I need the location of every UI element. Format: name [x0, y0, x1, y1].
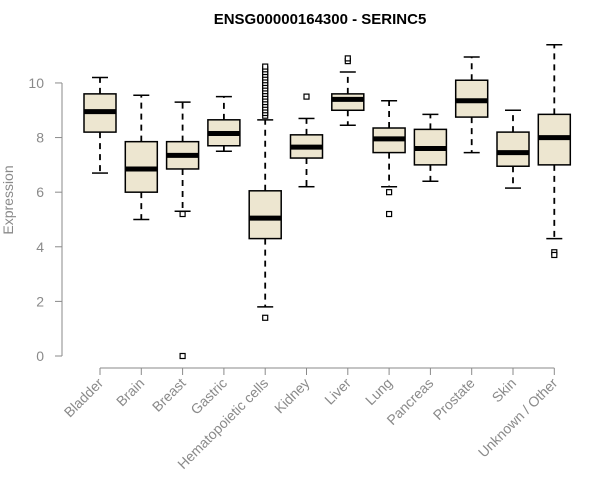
box-group: [537, 43, 572, 259]
y-tick-label: 10: [28, 75, 44, 91]
x-tick-label: Prostate: [430, 375, 478, 423]
outlier-point: [179, 210, 186, 218]
box-group: [289, 93, 324, 188]
y-tick-label: 6: [36, 184, 44, 200]
x-tick-label: Brain: [113, 375, 147, 409]
box-group: [248, 63, 282, 321]
box-iqr: [496, 131, 530, 167]
outlier-point: [386, 189, 393, 196]
x-tick-label: Liver: [321, 375, 354, 408]
box-group: [372, 99, 406, 218]
box-iqr: [331, 93, 365, 112]
box-iqr: [248, 190, 282, 240]
y-tick-label: 2: [36, 293, 44, 309]
x-tick-label: Kidney: [271, 375, 313, 417]
outlier-point: [262, 63, 269, 70]
outlier-point: [386, 210, 393, 218]
y-ticks: 0 2 4 6 8 10: [28, 75, 62, 364]
box-group: [413, 113, 448, 183]
x-tick-label: Skin: [489, 375, 520, 406]
outlier-point: [551, 251, 558, 259]
chart-title: ENSG00000164300 - SERINC5: [214, 11, 427, 28]
outlier-point: [344, 55, 351, 62]
outlier-point: [179, 352, 186, 360]
y-tick-label: 4: [36, 239, 44, 255]
y-axis-label: Expression: [0, 165, 16, 234]
x-tick-label: Breast: [149, 375, 189, 415]
box-group: [207, 95, 241, 152]
outlier-point: [303, 93, 310, 100]
box-group: [454, 56, 489, 154]
outlier-point: [262, 314, 269, 321]
x-tick-label: Bladder: [61, 375, 107, 421]
box-group: [165, 101, 200, 360]
box-group: [331, 55, 365, 127]
box-group: [124, 94, 159, 221]
x-tick-label: Lung: [362, 375, 395, 408]
boxes: [83, 43, 572, 360]
y-tick-label: 8: [36, 130, 44, 146]
box-group: [83, 76, 117, 174]
box-group: [496, 109, 530, 189]
y-tick-label: 0: [36, 348, 44, 364]
